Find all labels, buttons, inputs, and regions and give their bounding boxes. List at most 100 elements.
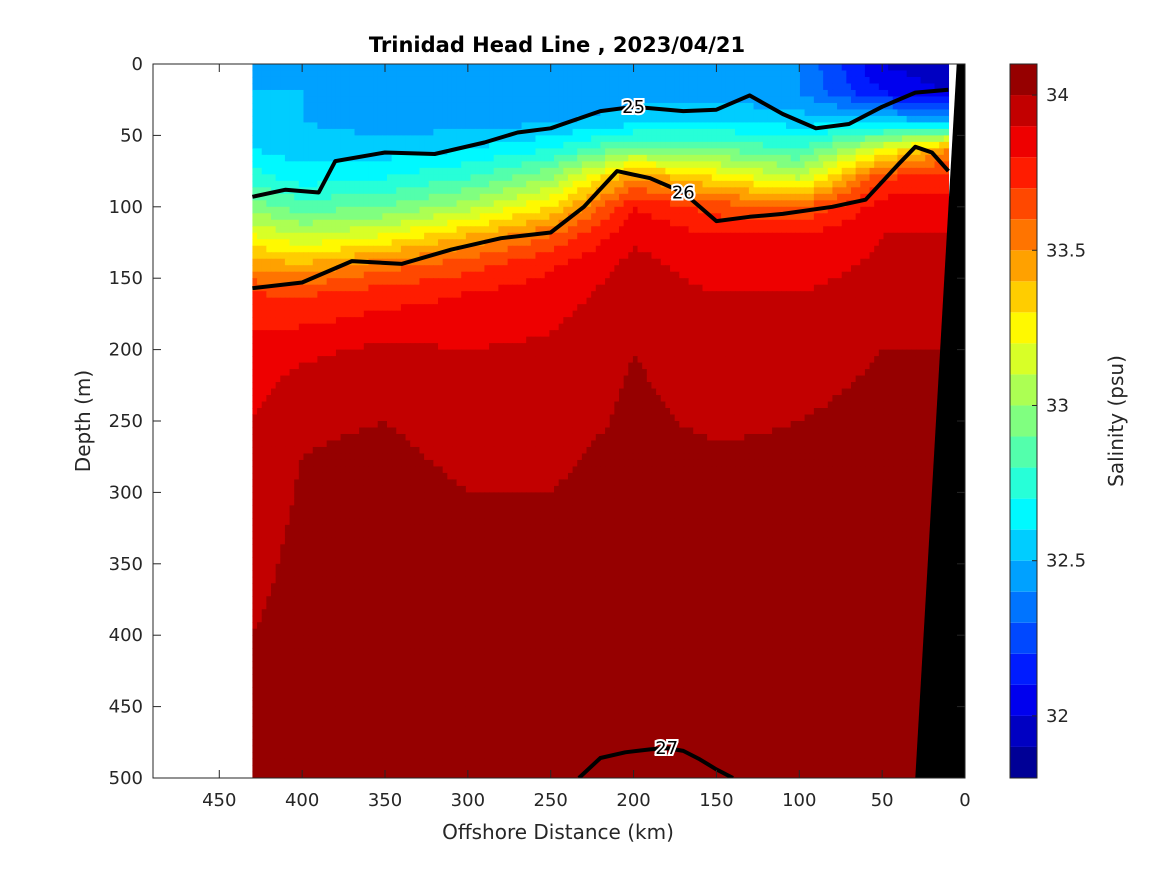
salinity-cell (739, 76, 745, 85)
salinity-cell (823, 148, 829, 156)
salinity-cell (373, 154, 379, 162)
salinity-cell (869, 206, 875, 214)
salinity-cell (758, 187, 764, 195)
salinity-cell (433, 154, 439, 162)
salinity-cell (656, 200, 662, 208)
salinity-cell (377, 187, 383, 195)
salinity-cell (489, 193, 495, 201)
salinity-cell (502, 200, 509, 208)
salinity-cell (693, 115, 699, 124)
salinity-cell (294, 167, 300, 175)
salinity-cell (479, 141, 486, 149)
salinity-cell (312, 141, 318, 149)
salinity-cell (521, 96, 527, 104)
salinity-cell (688, 122, 694, 130)
salinity-cell (530, 83, 537, 91)
salinity-cell (493, 213, 499, 221)
salinity-cell (438, 83, 444, 91)
salinity-cell (688, 141, 694, 149)
salinity-cell (623, 135, 629, 143)
salinity-cell (586, 64, 592, 72)
salinity-cell (396, 96, 402, 104)
salinity-cell (377, 265, 383, 273)
salinity-cell (289, 245, 295, 253)
salinity-cell (516, 271, 523, 279)
salinity-cell (331, 154, 337, 162)
salinity-cell (465, 265, 472, 273)
salinity-cell (414, 135, 421, 143)
salinity-cell (414, 265, 421, 273)
salinity-cell (493, 161, 499, 169)
salinity-cell (939, 174, 945, 182)
salinity-cell (739, 109, 745, 117)
salinity-cell (317, 83, 323, 91)
salinity-cell (521, 148, 527, 156)
salinity-cell (781, 76, 787, 85)
salinity-cell (725, 226, 731, 234)
salinity-cell (869, 115, 875, 124)
salinity-cell (874, 135, 880, 143)
salinity-cell (294, 232, 300, 240)
salinity-cell (855, 89, 861, 98)
salinity-cell (874, 109, 880, 117)
salinity-cell (869, 271, 875, 279)
salinity-cell (637, 187, 643, 195)
salinity-cell (317, 115, 323, 124)
salinity-cell (331, 135, 337, 143)
salinity-cell (809, 193, 815, 201)
salinity-cell (493, 64, 499, 72)
salinity-cell (461, 187, 467, 195)
salinity-cell (266, 141, 272, 149)
salinity-cell (554, 83, 560, 91)
salinity-cell (920, 265, 926, 273)
salinity-cell (349, 213, 356, 221)
salinity-cell (335, 200, 342, 208)
salinity-cell (906, 115, 912, 124)
salinity-cell (280, 96, 286, 104)
salinity-cell (479, 265, 486, 273)
salinity-cell (804, 174, 810, 182)
salinity-cell (363, 154, 370, 162)
salinity-cell (284, 245, 291, 253)
salinity-cell (674, 167, 680, 175)
salinity-cell (326, 187, 332, 195)
salinity-cell (266, 252, 272, 260)
salinity-cell (744, 102, 750, 111)
salinity-cell (943, 200, 950, 208)
salinity-cell (558, 180, 564, 188)
salinity-cell (540, 89, 546, 98)
salinity-cell (595, 206, 602, 214)
salinity-cell (308, 239, 314, 247)
salinity-cell (289, 271, 295, 279)
salinity-cell (470, 161, 476, 169)
salinity-cell (354, 226, 360, 234)
salinity-cell (549, 109, 555, 117)
salinity-cell (883, 96, 889, 104)
salinity-cell (799, 70, 806, 78)
salinity-cell (758, 141, 764, 149)
salinity-cell (359, 135, 365, 143)
salinity-cell (679, 141, 685, 149)
salinity-cell (558, 258, 564, 266)
salinity-cell (772, 265, 778, 273)
salinity-cell (382, 115, 388, 124)
salinity-cell (762, 206, 769, 214)
salinity-cell (595, 265, 602, 273)
salinity-cell (428, 135, 434, 143)
salinity-cell (354, 148, 360, 156)
salinity-cell (298, 226, 305, 234)
salinity-cell (753, 180, 759, 188)
salinity-cell (758, 226, 764, 234)
salinity-cell (451, 76, 458, 85)
salinity-cell (386, 193, 393, 201)
salinity-cell (623, 245, 629, 253)
salinity-cell (688, 239, 694, 247)
salinity-cell (284, 265, 291, 273)
salinity-cell (382, 219, 388, 227)
salinity-cell (340, 245, 346, 253)
salinity-cell (813, 193, 820, 201)
salinity-cell (869, 265, 875, 273)
salinity-cell (489, 122, 495, 130)
salinity-cell (614, 70, 620, 78)
salinity-cell (795, 154, 801, 162)
